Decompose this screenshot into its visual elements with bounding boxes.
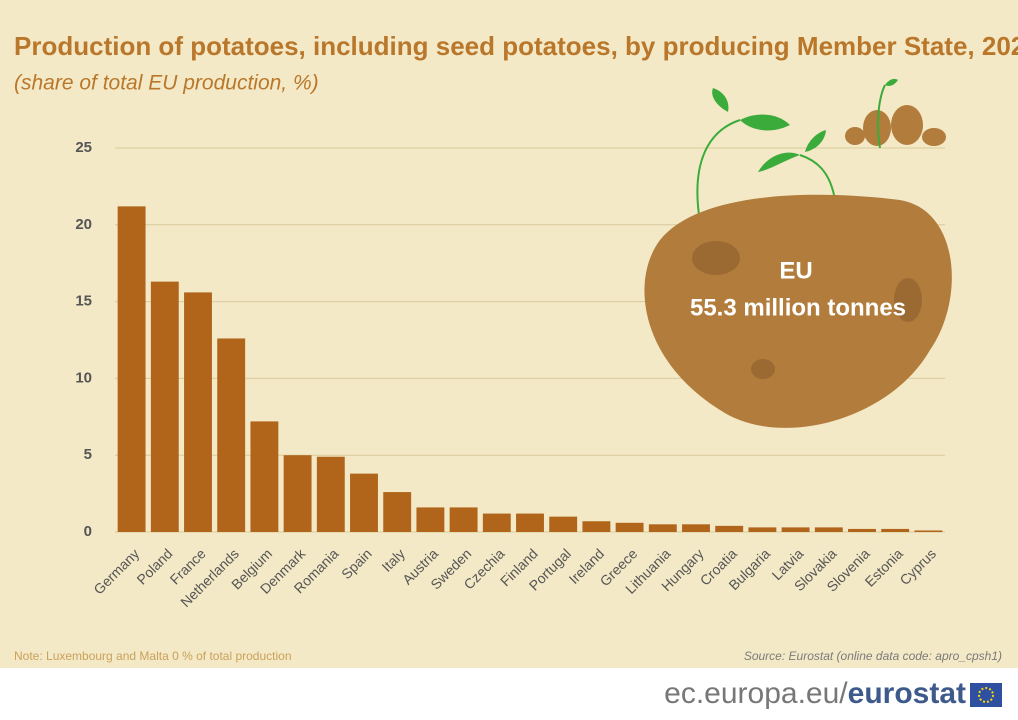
bar <box>283 455 312 532</box>
footer-site: ec.europa.eu/ <box>664 677 848 710</box>
eu-flag <box>970 683 1002 707</box>
annotation-total: 55.3 million tonnes <box>690 294 906 321</box>
footer-brand: eurostat <box>848 677 966 710</box>
bar <box>383 492 412 532</box>
bar <box>615 522 644 532</box>
eu-flag-stars <box>978 687 994 703</box>
bar <box>748 527 777 532</box>
y-tick-label: 15 <box>75 293 92 310</box>
bar <box>881 528 910 532</box>
chart-subtitle: (share of total EU production, %) <box>14 72 319 95</box>
y-tick-label: 25 <box>75 139 92 156</box>
footer-background <box>0 668 1018 720</box>
y-tick-label: 5 <box>84 446 92 463</box>
source: Source: Eurostat (online data code: apro… <box>744 649 1002 663</box>
chart-title: Production of potatoes, including seed p… <box>14 31 1018 61</box>
note: Note: Luxembourg and Malta 0 % of total … <box>14 649 292 663</box>
bar <box>250 421 279 532</box>
bar <box>715 525 744 532</box>
bar <box>516 513 544 532</box>
bar <box>316 456 345 532</box>
bar <box>549 516 578 532</box>
bar <box>416 507 445 532</box>
bar <box>682 524 710 532</box>
bar <box>814 527 843 532</box>
bar <box>781 527 810 532</box>
bar <box>582 521 611 532</box>
bar <box>350 473 378 532</box>
bar <box>914 530 943 532</box>
bar <box>848 528 876 532</box>
bar <box>217 338 246 532</box>
bar <box>482 513 511 532</box>
y-tick-label: 20 <box>75 216 92 233</box>
bar <box>648 524 677 532</box>
annotation-label: EU <box>779 257 812 284</box>
bar <box>184 292 212 532</box>
y-tick-label: 0 <box>84 523 92 540</box>
potato-illustration <box>644 78 952 428</box>
bar <box>150 281 179 532</box>
y-tick-label: 10 <box>75 369 92 386</box>
bar <box>449 507 478 532</box>
bar <box>117 206 146 533</box>
footer-site: ec.europa.eu/eurostat <box>664 677 966 710</box>
